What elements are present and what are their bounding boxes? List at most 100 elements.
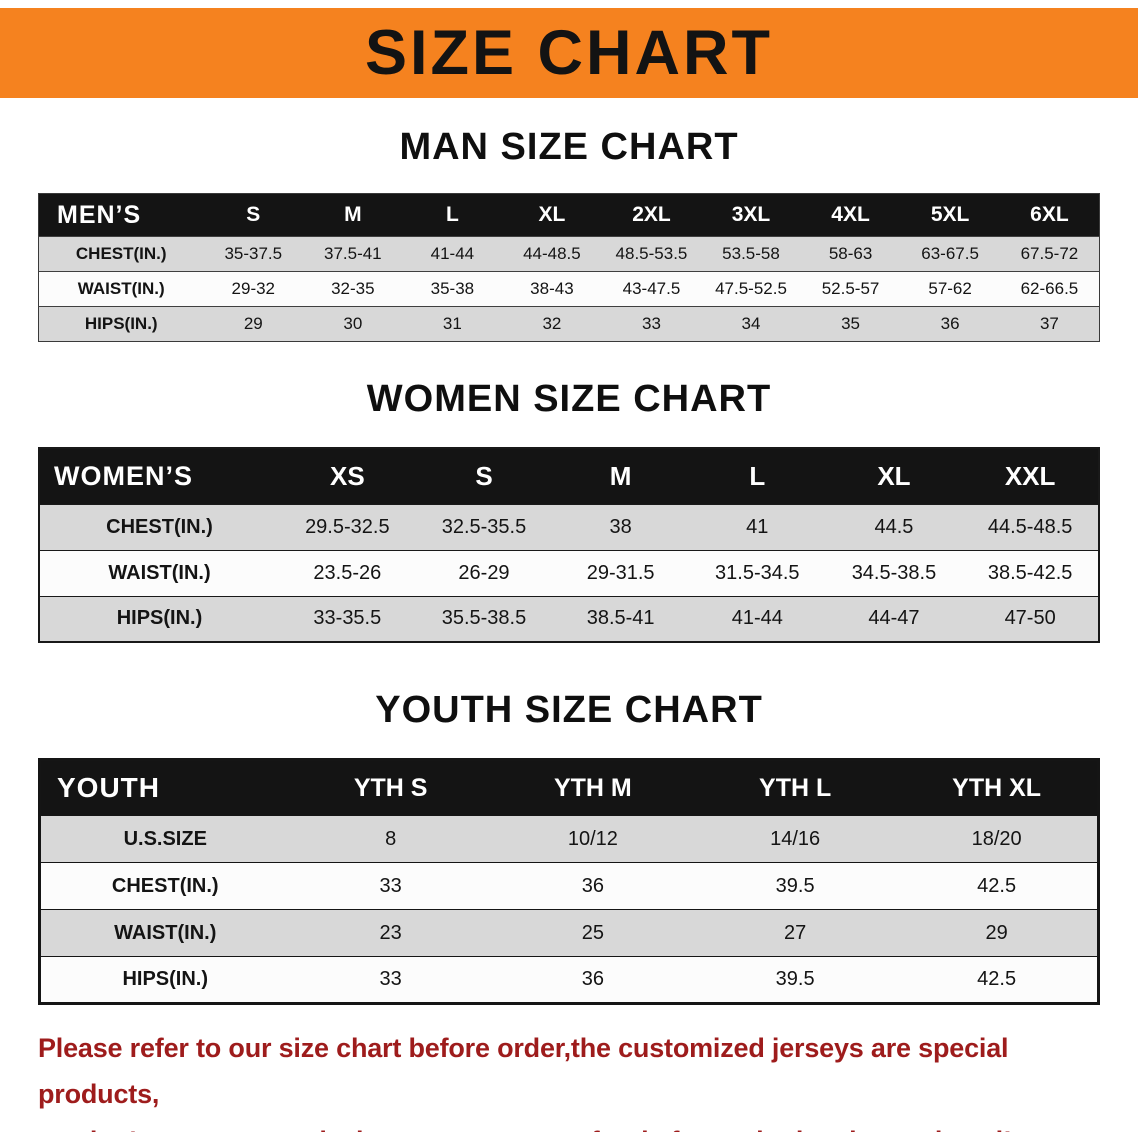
size-col-header: XS (279, 448, 416, 504)
size-value-cell: 26-29 (415, 549, 553, 596)
size-value-cell: 36 (491, 956, 694, 1004)
row-label-cell: HIPS(IN.) (39, 956, 290, 1004)
size-value-cell: 29 (203, 306, 304, 342)
size-col-header: YTH S (289, 759, 492, 816)
row-label-cell: HIPS(IN.) (39, 595, 279, 642)
table-row: WAIST(IN.) 23 25 27 29 (39, 909, 1099, 957)
size-chart-banner: SIZE CHART (0, 8, 1138, 98)
size-col-header: M (303, 193, 403, 237)
table-header-row: YOUTH YTH S YTH M YTH L YTH XL (39, 759, 1099, 816)
size-col-header: 2XL (601, 193, 702, 237)
size-col-header: XXL (962, 448, 1099, 504)
note-line-1: Please refer to our size chart before or… (38, 1033, 1009, 1110)
table-header-row: MEN’S S M L XL 2XL 3XL 4XL 5XL 6XL (38, 193, 1100, 237)
disclaimer-note: Please refer to our size chart before or… (38, 1025, 1100, 1132)
size-value-cell: 35.5-38.5 (415, 595, 553, 642)
youth-size-table: YOUTH YTH S YTH M YTH L YTH XL U.S.SIZE 8 10/12… (38, 758, 1100, 1005)
page-title: SIZE CHART (365, 18, 773, 88)
size-col-header: 5XL (900, 193, 1000, 237)
table-row: CHEST(IN.) 35-37.5 37.5-41 41-44 44-48.5 48.5… (38, 236, 1100, 272)
size-value-cell: 8 (289, 815, 492, 863)
size-value-cell: 42.5 (896, 956, 1099, 1004)
women-section-heading: WOMEN SIZE CHART (366, 378, 772, 420)
row-label-cell: CHEST(IN.) (39, 503, 279, 550)
table-row: WAIST(IN.) 23.5-26 26-29 29-31.5 31.5-34.5 34… (39, 549, 1099, 596)
size-value-cell: 36 (491, 862, 694, 910)
table-title-cell: MEN’S (38, 193, 204, 237)
size-value-cell: 39.5 (694, 862, 897, 910)
women-size-table: WOMEN’S XS S M L XL XXL CHEST(IN.) 29.5-32.5 32.5… (38, 447, 1100, 643)
section-youth: YOUTH SIZE CHART YOUTH YTH S YTH M YTH L YTH… (0, 689, 1138, 1005)
table-row: CHEST(IN.) 29.5-32.5 32.5-35.5 38 41 44.5 44.5… (39, 503, 1099, 550)
size-value-cell: 39.5 (694, 956, 897, 1004)
table-row: HIPS(IN.) 33 36 39.5 42.5 (39, 956, 1099, 1004)
size-col-header: XL (502, 193, 602, 237)
size-value-cell: 44.5 (825, 503, 963, 550)
size-value-cell: 41 (688, 503, 826, 550)
size-value-cell: 44.5-48.5 (962, 503, 1099, 550)
size-value-cell: 47.5-52.5 (701, 271, 801, 307)
table-row: WAIST(IN.) 29-32 32-35 35-38 38-43 43-47.5 47.… (38, 271, 1100, 307)
size-value-cell: 44-48.5 (502, 236, 602, 272)
size-col-header: YTH M (491, 759, 694, 816)
row-label-cell: HIPS(IN.) (38, 306, 204, 342)
size-col-header: S (203, 193, 304, 237)
row-label-cell: CHEST(IN.) (38, 236, 204, 272)
table-row: HIPS(IN.) 33-35.5 35.5-38.5 38.5-41 41-44 44-… (39, 595, 1099, 642)
table-row: U.S.SIZE 8 10/12 14/16 18/20 (39, 815, 1099, 863)
size-value-cell: 67.5-72 (999, 236, 1100, 272)
size-value-cell: 44-47 (825, 595, 963, 642)
size-value-cell: 32-35 (303, 271, 403, 307)
size-col-header: S (415, 448, 553, 504)
size-value-cell: 31.5-34.5 (688, 549, 826, 596)
row-label-cell: CHEST(IN.) (39, 862, 290, 910)
note-line-2: we don't accept cancel, change, teturn o… (38, 1118, 1100, 1132)
size-value-cell: 63-67.5 (900, 236, 1000, 272)
size-value-cell: 31 (402, 306, 503, 342)
size-value-cell: 36 (900, 306, 1000, 342)
size-value-cell: 47-50 (962, 595, 1099, 642)
row-label-cell: U.S.SIZE (39, 815, 290, 863)
table-row: CHEST(IN.) 33 36 39.5 42.5 (39, 862, 1099, 910)
size-value-cell: 48.5-53.5 (601, 236, 702, 272)
size-value-cell: 37.5-41 (303, 236, 403, 272)
row-label-cell: WAIST(IN.) (38, 271, 204, 307)
size-value-cell: 41-44 (402, 236, 503, 272)
size-value-cell: 27 (694, 909, 897, 957)
table-title-cell: YOUTH (39, 759, 290, 816)
size-value-cell: 25 (491, 909, 694, 957)
size-col-header: XL (825, 448, 963, 504)
size-value-cell: 41-44 (688, 595, 826, 642)
size-col-header: YTH XL (896, 759, 1099, 816)
size-value-cell: 35-37.5 (203, 236, 304, 272)
size-value-cell: 23.5-26 (279, 549, 416, 596)
size-value-cell: 32.5-35.5 (415, 503, 553, 550)
size-value-cell: 29-31.5 (552, 549, 689, 596)
size-value-cell: 43-47.5 (601, 271, 702, 307)
size-value-cell: 29-32 (203, 271, 304, 307)
row-label-cell: WAIST(IN.) (39, 909, 290, 957)
youth-section-heading: YOUTH SIZE CHART (375, 689, 763, 731)
row-label-cell: WAIST(IN.) (39, 549, 279, 596)
size-value-cell: 18/20 (896, 815, 1099, 863)
table-title-cell: WOMEN’S (39, 448, 279, 504)
size-value-cell: 38.5-41 (552, 595, 689, 642)
size-value-cell: 32 (502, 306, 602, 342)
size-value-cell: 35 (800, 306, 901, 342)
size-value-cell: 52.5-57 (800, 271, 901, 307)
size-value-cell: 10/12 (491, 815, 694, 863)
size-value-cell: 33 (289, 862, 492, 910)
size-value-cell: 42.5 (896, 862, 1099, 910)
section-men: MAN SIZE CHART MEN’S S M L XL 2XL 3XL 4XL 5XL 6XL… (0, 126, 1138, 342)
size-col-header: L (688, 448, 826, 504)
men-section-heading: MAN SIZE CHART (399, 126, 739, 168)
size-value-cell: 29.5-32.5 (279, 503, 416, 550)
size-value-cell: 35-38 (402, 271, 503, 307)
size-value-cell: 53.5-58 (701, 236, 801, 272)
size-value-cell: 14/16 (694, 815, 897, 863)
size-value-cell: 33 (601, 306, 702, 342)
size-value-cell: 58-63 (800, 236, 901, 272)
table-row: HIPS(IN.) 29 30 31 32 33 34 35 36 37 (38, 306, 1100, 342)
size-value-cell: 38.5-42.5 (962, 549, 1099, 596)
